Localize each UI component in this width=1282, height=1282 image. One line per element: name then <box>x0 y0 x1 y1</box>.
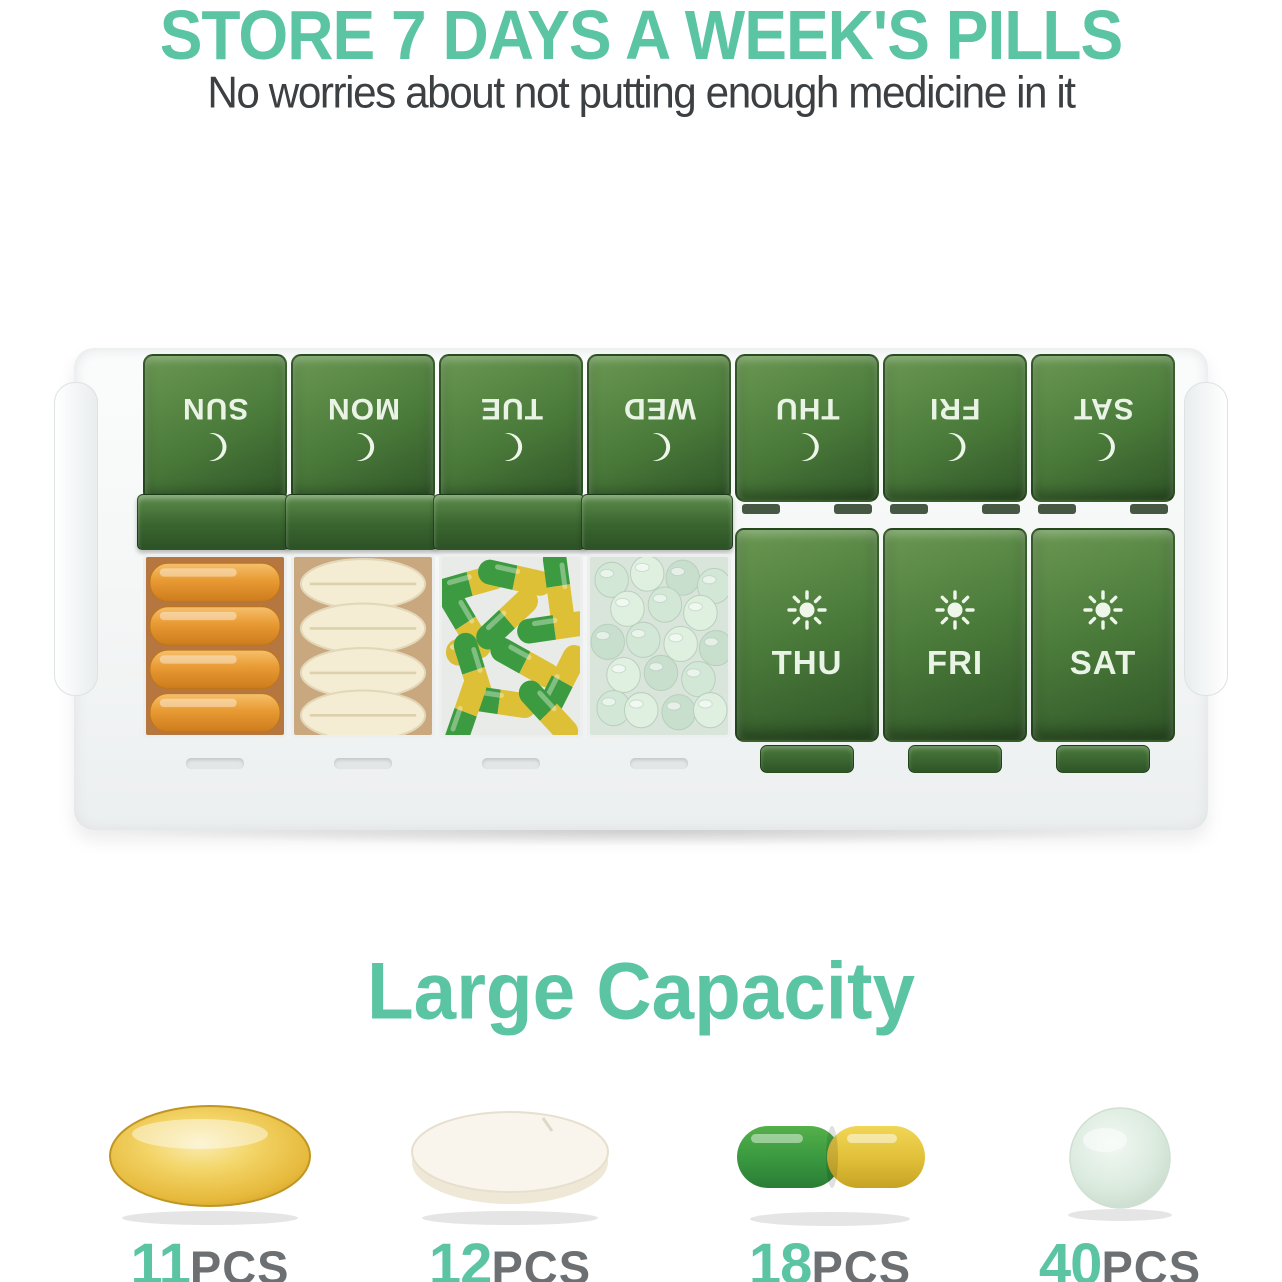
lid-latch <box>1056 745 1150 773</box>
sun-icon <box>1083 590 1123 630</box>
count-label: 11 <box>130 1232 191 1282</box>
day-label: THU <box>771 644 843 681</box>
day-label: WED <box>622 392 696 425</box>
day-label: TUE <box>479 392 543 425</box>
moon-icon <box>800 433 819 461</box>
day-label: MON <box>326 392 400 425</box>
tray-handle-right <box>1184 382 1228 696</box>
capacity-item-tablet: 12PCS <box>390 1098 630 1282</box>
capacity-item-capsule: 18PCS <box>710 1098 950 1282</box>
unit-label: PCS <box>189 1241 290 1282</box>
pm-lid-sun: SUN <box>143 354 287 502</box>
am-compartment-sun-open <box>137 494 289 773</box>
day-label: SUN <box>181 392 249 425</box>
hinge-slots <box>742 504 872 514</box>
capacity-heading: Large Capacity <box>366 944 916 1037</box>
latch-slot <box>334 758 392 769</box>
unit-label: PCS <box>1101 1241 1202 1282</box>
pm-lid-sat: SAT <box>1031 354 1175 502</box>
am-compartment-wed-open <box>581 494 733 773</box>
day-label: FRI <box>929 392 981 425</box>
open-lid-flap <box>433 494 585 550</box>
green-yellow-capsule-pills <box>442 557 580 735</box>
unit-label: PCS <box>491 1241 592 1282</box>
latch-slot <box>186 758 244 769</box>
hinge-slots <box>1038 504 1168 514</box>
pm-lid-thu: THU <box>735 354 879 502</box>
am-lid-sat: SAT <box>1031 502 1175 773</box>
unit-label: PCS <box>811 1241 912 1282</box>
moon-icon <box>948 433 967 461</box>
capacity-item-softgel: 11PCS <box>90 1098 330 1282</box>
yellow-softgel-image <box>109 1105 311 1225</box>
moon-icon <box>208 433 227 461</box>
amber-softgel-pills <box>146 557 284 735</box>
moon-icon <box>504 433 523 461</box>
am-compartment-mon-open <box>285 494 437 773</box>
am-lid-fri: FRI <box>883 502 1027 773</box>
count-label: 18 <box>748 1232 813 1282</box>
mint-round-pills <box>590 557 728 735</box>
pm-lid-row: SUN MON TUE WED THU <box>143 354 1175 502</box>
am-compartment-tue-open <box>433 494 585 773</box>
moon-icon <box>652 433 671 461</box>
lid-latch <box>908 745 1002 773</box>
pm-lid-wed: WED <box>587 354 731 502</box>
day-label: SAT <box>1069 644 1137 681</box>
page-subtitle: No worries about not putting enough medi… <box>207 67 1076 118</box>
count-label: 12 <box>428 1232 493 1282</box>
day-label: FRI <box>926 644 984 681</box>
white-tablet-image <box>411 1111 609 1225</box>
day-label: SAT <box>1072 392 1134 425</box>
cream-tablet-pills <box>294 557 432 735</box>
am-row: THU FRI <box>137 494 1175 773</box>
hinge-slots <box>890 504 1020 514</box>
sun-icon <box>787 590 827 630</box>
pm-lid-mon: MON <box>291 354 435 502</box>
tray-handle-left <box>54 382 98 696</box>
latch-slot <box>482 758 540 769</box>
moon-icon <box>1096 433 1115 461</box>
count-label: 40 <box>1038 1232 1103 1282</box>
latch-slot <box>630 758 688 769</box>
moon-icon <box>356 433 375 461</box>
open-lid-flap <box>285 494 437 550</box>
pm-lid-fri: FRI <box>883 354 1027 502</box>
day-label: THU <box>774 392 840 425</box>
pm-lid-tue: TUE <box>439 354 583 502</box>
am-lid-thu: THU <box>735 502 879 773</box>
open-lid-flap <box>137 494 289 550</box>
lid-latch <box>760 745 854 773</box>
sun-icon <box>935 590 975 630</box>
green-yellow-capsule-image <box>737 1126 925 1226</box>
open-lid-flap <box>581 494 733 550</box>
mint-round-pill-image <box>1068 1107 1172 1221</box>
capacity-item-round-pill: 40PCS <box>1000 1098 1240 1282</box>
page-title: STORE 7 DAYS A WEEK'S PILLS <box>159 0 1124 74</box>
pill-organizer-photo: SUN MON TUE WED THU <box>54 348 1228 846</box>
